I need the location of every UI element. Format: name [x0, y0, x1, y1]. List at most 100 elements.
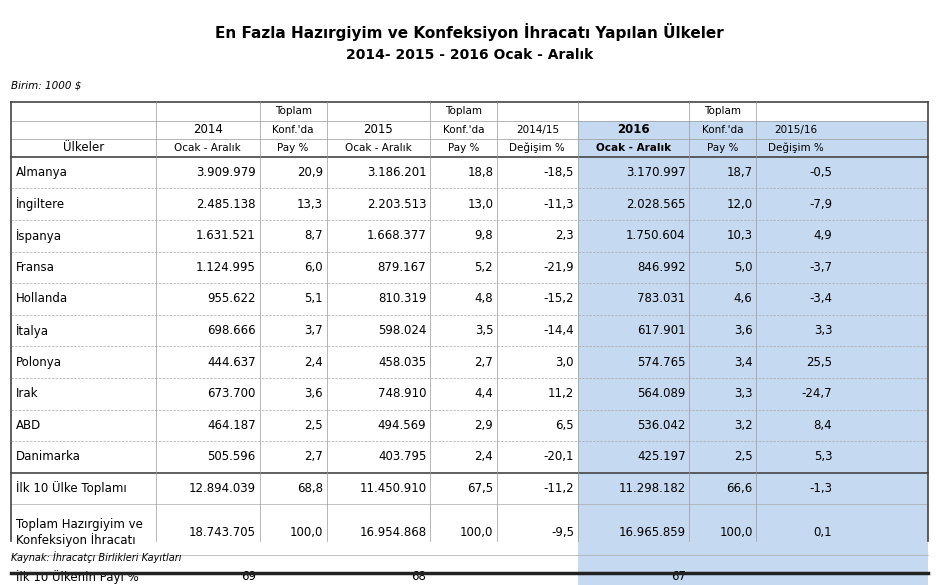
- Text: Ülkeler: Ülkeler: [63, 141, 104, 154]
- Text: İtalya: İtalya: [16, 324, 49, 338]
- Text: 3,0: 3,0: [555, 356, 574, 369]
- Text: 12,0: 12,0: [727, 198, 752, 211]
- Text: 5,2: 5,2: [474, 261, 493, 274]
- Text: 846.992: 846.992: [637, 261, 685, 274]
- Text: 13,0: 13,0: [468, 198, 493, 211]
- Text: 2,7: 2,7: [304, 450, 323, 463]
- Text: -18,5: -18,5: [544, 166, 574, 179]
- Text: 16.954.868: 16.954.868: [360, 526, 426, 539]
- Text: 2016: 2016: [617, 123, 650, 136]
- Text: 564.089: 564.089: [638, 387, 685, 400]
- Text: Pay %: Pay %: [277, 143, 309, 153]
- Text: 3,4: 3,4: [734, 356, 752, 369]
- Text: Konf.'da: Konf.'da: [272, 125, 314, 135]
- Text: 1.750.604: 1.750.604: [626, 229, 685, 242]
- Text: 536.042: 536.042: [638, 419, 685, 432]
- Text: 5,0: 5,0: [734, 261, 752, 274]
- Text: 3,3: 3,3: [734, 387, 752, 400]
- Text: Irak: Irak: [16, 387, 38, 400]
- Text: 3.170.997: 3.170.997: [626, 166, 685, 179]
- Text: Ocak - Aralık: Ocak - Aralık: [175, 143, 241, 153]
- Text: 3.186.201: 3.186.201: [367, 166, 426, 179]
- Text: 69: 69: [241, 570, 255, 583]
- Text: 3,7: 3,7: [304, 324, 323, 337]
- Text: 2,4: 2,4: [304, 356, 323, 369]
- Text: 617.901: 617.901: [637, 324, 685, 337]
- Text: 9,8: 9,8: [474, 229, 493, 242]
- Text: 67,5: 67,5: [467, 482, 493, 495]
- Text: 425.197: 425.197: [637, 450, 685, 463]
- Text: Pay %: Pay %: [448, 143, 479, 153]
- Text: -24,7: -24,7: [802, 387, 832, 400]
- Text: 2,9: 2,9: [474, 419, 493, 432]
- Text: 3,5: 3,5: [475, 324, 493, 337]
- Text: Değişim %: Değişim %: [768, 143, 824, 153]
- Text: -20,1: -20,1: [544, 450, 574, 463]
- Text: -21,9: -21,9: [544, 261, 574, 274]
- Text: 18,8: 18,8: [468, 166, 493, 179]
- Text: Toplam: Toplam: [445, 106, 482, 116]
- Text: Pay %: Pay %: [707, 143, 739, 153]
- Text: 2014: 2014: [192, 123, 223, 136]
- Text: İngiltere: İngiltere: [16, 197, 65, 211]
- Text: İspanya: İspanya: [16, 229, 62, 243]
- Text: 4,8: 4,8: [474, 292, 493, 305]
- Text: 598.024: 598.024: [378, 324, 426, 337]
- Text: 6,5: 6,5: [555, 419, 574, 432]
- Text: 68,8: 68,8: [297, 482, 323, 495]
- Text: 2014- 2015 - 2016 Ocak - Aralık: 2014- 2015 - 2016 Ocak - Aralık: [346, 48, 593, 62]
- Text: 4,4: 4,4: [474, 387, 493, 400]
- Text: Ocak - Aralık: Ocak - Aralık: [596, 143, 671, 153]
- Text: Değişim %: Değişim %: [510, 143, 565, 153]
- Text: -7,9: -7,9: [809, 198, 832, 211]
- Text: -9,5: -9,5: [551, 526, 574, 539]
- Text: 68: 68: [411, 570, 426, 583]
- Text: 2.028.565: 2.028.565: [626, 198, 685, 211]
- Text: 403.795: 403.795: [378, 450, 426, 463]
- Text: 8,7: 8,7: [304, 229, 323, 242]
- Text: 66,6: 66,6: [727, 482, 752, 495]
- Text: 458.035: 458.035: [378, 356, 426, 369]
- Text: 11,2: 11,2: [547, 387, 574, 400]
- Text: Fransa: Fransa: [16, 261, 54, 274]
- Text: 3,2: 3,2: [734, 419, 752, 432]
- Text: 698.666: 698.666: [208, 324, 255, 337]
- Text: -1,3: -1,3: [809, 482, 832, 495]
- Text: 2014/15: 2014/15: [516, 125, 559, 135]
- Text: -0,5: -0,5: [809, 166, 832, 179]
- Text: -14,4: -14,4: [544, 324, 574, 337]
- Text: 16.965.859: 16.965.859: [619, 526, 685, 539]
- Text: 879.167: 879.167: [377, 261, 426, 274]
- Text: 11.298.182: 11.298.182: [619, 482, 685, 495]
- Text: 1.631.521: 1.631.521: [196, 229, 255, 242]
- Text: 464.187: 464.187: [208, 419, 255, 432]
- Text: Ocak - Aralık: Ocak - Aralık: [345, 143, 411, 153]
- Text: Almanya: Almanya: [16, 166, 68, 179]
- Text: 4,9: 4,9: [813, 229, 832, 242]
- Text: Toplam: Toplam: [704, 106, 742, 116]
- Text: Kaynak: İhracatçı Birlikleri Kayıtları: Kaynak: İhracatçı Birlikleri Kayıtları: [11, 551, 182, 563]
- Text: 4,6: 4,6: [734, 292, 752, 305]
- Text: 574.765: 574.765: [638, 356, 685, 369]
- Text: 2015: 2015: [363, 123, 393, 136]
- Text: 673.700: 673.700: [208, 387, 255, 400]
- Text: ABD: ABD: [16, 419, 41, 432]
- Text: İlk 10 Ülkenin Payı %: İlk 10 Ülkenin Payı %: [16, 570, 139, 584]
- Text: 494.569: 494.569: [377, 419, 426, 432]
- Text: 11.450.910: 11.450.910: [360, 482, 426, 495]
- Text: Konf.'da: Konf.'da: [443, 125, 485, 135]
- Text: 100,0: 100,0: [460, 526, 493, 539]
- Text: Danimarka: Danimarka: [16, 450, 81, 463]
- Text: 3.909.979: 3.909.979: [196, 166, 255, 179]
- Text: 12.894.039: 12.894.039: [189, 482, 255, 495]
- Text: 2015/16: 2015/16: [775, 125, 818, 135]
- Text: 25,5: 25,5: [807, 356, 832, 369]
- Text: -3,4: -3,4: [809, 292, 832, 305]
- Text: 2,5: 2,5: [734, 450, 752, 463]
- Text: -11,2: -11,2: [544, 482, 574, 495]
- Text: Hollanda: Hollanda: [16, 292, 69, 305]
- Text: -15,2: -15,2: [544, 292, 574, 305]
- Text: 783.031: 783.031: [638, 292, 685, 305]
- Text: 3,3: 3,3: [814, 324, 832, 337]
- Text: Toplam: Toplam: [274, 106, 312, 116]
